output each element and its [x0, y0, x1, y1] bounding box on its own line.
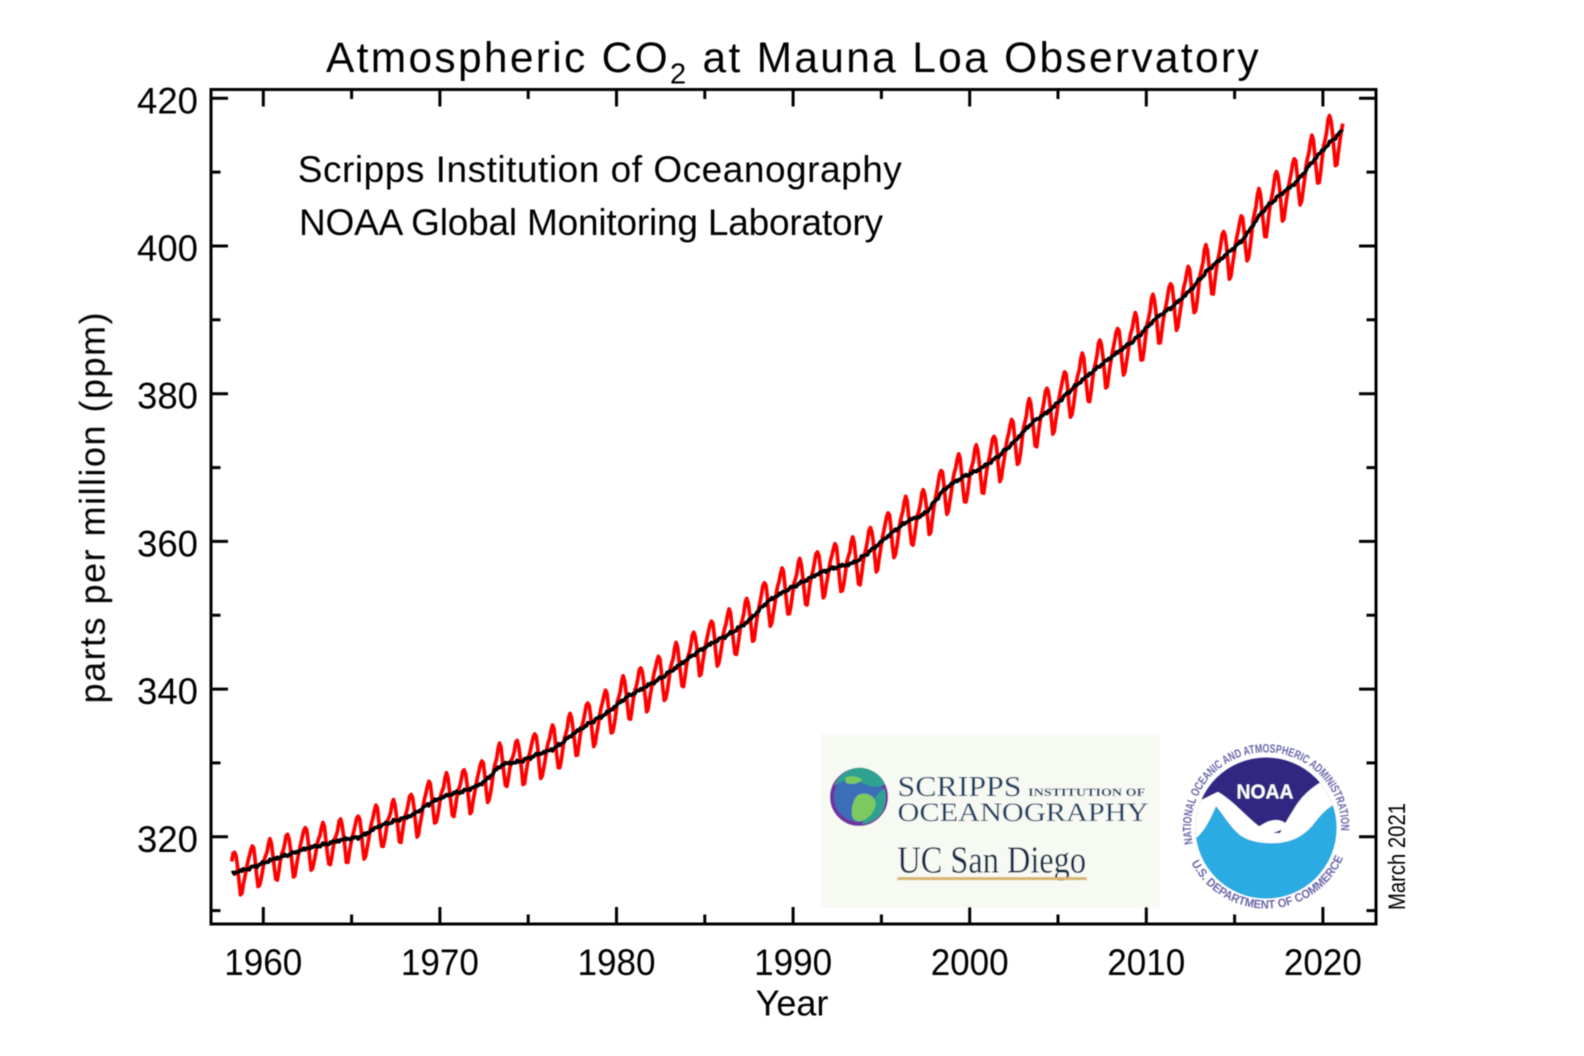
svg-text:1970: 1970: [401, 941, 479, 983]
svg-text:400: 400: [137, 227, 198, 269]
svg-text:INSTITUTION OF: INSTITUTION OF: [1028, 785, 1145, 799]
svg-text:Year: Year: [756, 983, 829, 1024]
svg-text:340: 340: [137, 670, 198, 712]
svg-text:360: 360: [137, 522, 198, 564]
svg-text:Atmospheric CO2 at Mauna Loa O: Atmospheric CO2 at Mauna Loa Observatory: [326, 35, 1261, 91]
svg-text:1990: 1990: [754, 941, 832, 983]
svg-text:UC San Diego: UC San Diego: [897, 840, 1086, 882]
svg-text:380: 380: [137, 375, 198, 417]
svg-text:SCRIPPS: SCRIPPS: [898, 772, 1022, 803]
svg-text:OCEANOGRAPHY: OCEANOGRAPHY: [898, 797, 1149, 827]
svg-text:2010: 2010: [1107, 941, 1185, 983]
svg-text:NOAA Global Monitoring Laborat: NOAA Global Monitoring Laboratory: [299, 202, 884, 243]
svg-text:320: 320: [137, 818, 198, 860]
svg-text:420: 420: [137, 79, 198, 121]
svg-text:2020: 2020: [1284, 941, 1362, 983]
svg-text:Scripps Institution of Oceanog: Scripps Institution of Oceanography: [298, 149, 903, 190]
svg-text:1960: 1960: [224, 941, 302, 983]
svg-text:parts per million (ppm): parts per million (ppm): [72, 313, 113, 704]
svg-text:March 2021: March 2021: [1384, 803, 1411, 910]
svg-text:1980: 1980: [578, 941, 656, 983]
svg-text:NOAA: NOAA: [1237, 782, 1294, 804]
svg-text:2000: 2000: [931, 941, 1009, 983]
